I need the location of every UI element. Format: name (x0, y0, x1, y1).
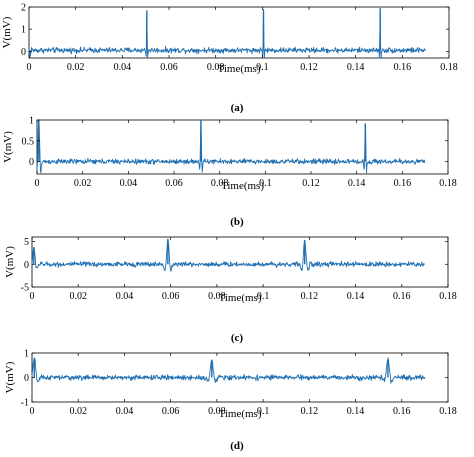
x-tick-label: 0.1 (259, 178, 272, 189)
y-tick-label: 1 (24, 349, 29, 360)
x-tick-label: 0.04 (114, 62, 132, 73)
y-tick-label: 0.5 (22, 136, 35, 147)
x-tick-label: 0.02 (74, 178, 92, 189)
x-tick-label: 0.08 (208, 406, 226, 417)
x-tick-label: 0.16 (394, 178, 412, 189)
x-tick-label: 0.06 (162, 406, 180, 417)
panel-caption: (d) (230, 440, 244, 452)
x-tick-label: 0.18 (439, 406, 457, 417)
y-tick-label: 5 (24, 237, 29, 248)
x-tick-label: 0.06 (165, 178, 183, 189)
y-tick-label: 0 (21, 47, 26, 58)
x-tick-label: 0.08 (207, 62, 225, 73)
x-tick-label: 0.16 (393, 291, 411, 302)
x-tick-label: 0.14 (347, 62, 365, 73)
plot-frame (28, 6, 450, 59)
y-axis-label: V(mV) (4, 246, 16, 278)
chart-panel: 0 0.02 0.04 0.06 0.08 0.1 0.12 0.14 0.16 0.18 0 1 2 T… (1, 3, 458, 115)
x-tick-label: 0.08 (211, 178, 229, 189)
x-axis-label: Time(ms) (221, 180, 264, 192)
x-tick-label: 0.14 (348, 178, 366, 189)
y-axis-label: V(mV) (4, 361, 16, 393)
y-tick-label: 1 (29, 116, 34, 127)
panel-caption: (b) (230, 216, 244, 228)
y-axis-label: V(mV) (2, 131, 14, 163)
x-axis-label: Time(ms) (219, 408, 262, 420)
x-tick-label: 0.12 (300, 62, 318, 73)
x-tick-label: 0.18 (439, 291, 457, 302)
y-tick-label: 2 (21, 3, 26, 14)
y-tick-label: 0 (24, 373, 29, 384)
panel-caption: (a) (231, 102, 244, 114)
plot-frame (31, 236, 449, 288)
x-tick-label: 0 (30, 406, 35, 417)
x-tick-label: 0.04 (116, 406, 134, 417)
panel-caption: (c) (231, 332, 244, 344)
y-tick-label: -1 (21, 398, 29, 409)
x-tick-label: 0 (27, 62, 32, 73)
x-tick-label: 0.1 (257, 291, 270, 302)
x-tick-label: 0.02 (69, 406, 87, 417)
chart-panel: 0 0.02 0.04 0.06 0.08 0.1 0.12 0.14 0.16 0.18-505… (4, 236, 457, 344)
x-tick-label: 0.14 (347, 291, 365, 302)
x-tick-label: 0.04 (116, 291, 134, 302)
x-tick-label: 0.1 (257, 406, 270, 417)
y-tick-label: 0 (29, 157, 34, 168)
signal-line (28, 8, 427, 59)
y-axis-label: V(mV) (1, 16, 13, 48)
x-tick-label: 0.12 (301, 291, 319, 302)
signal-line (31, 357, 426, 384)
x-tick-label: 0 (30, 291, 35, 302)
chart-panel: 0 0.02 0.04 0.06 0.08 0.1 0.12 0.14 0.16 0.18 0 0.5… (2, 116, 457, 229)
x-tick-label: 0.18 (439, 178, 457, 189)
x-tick-label: 0.02 (67, 62, 85, 73)
x-tick-label: 0.16 (393, 406, 411, 417)
x-tick-label: 0.12 (301, 406, 319, 417)
x-tick-label: 0 (35, 178, 40, 189)
x-tick-label: 0.12 (302, 178, 320, 189)
signal-line (31, 238, 426, 272)
x-tick-label: 0.18 (440, 62, 458, 73)
x-axis-label: Time(ms) (219, 292, 262, 304)
x-tick-label: 0.14 (347, 406, 365, 417)
x-tick-label: 0.02 (69, 291, 87, 302)
x-tick-label: 0.1 (256, 62, 269, 73)
y-tick-label: 1 (21, 25, 26, 36)
signal-line (36, 119, 426, 174)
y-tick-label: -5 (21, 283, 29, 294)
x-tick-label: 0.16 (394, 62, 412, 73)
chart-panel: 0 0.02 0.04 0.06 0.08 0.1 0.12 0.14 0.16 0.18-101… (4, 349, 457, 453)
y-tick-label: 0 (24, 260, 29, 271)
x-axis-label: Time(ms) (218, 63, 261, 75)
plot-frame (36, 119, 449, 175)
x-tick-label: 0.06 (162, 291, 180, 302)
x-tick-label: 0.06 (160, 62, 178, 73)
x-tick-label: 0.04 (120, 178, 138, 189)
x-tick-label: 0.08 (208, 291, 226, 302)
